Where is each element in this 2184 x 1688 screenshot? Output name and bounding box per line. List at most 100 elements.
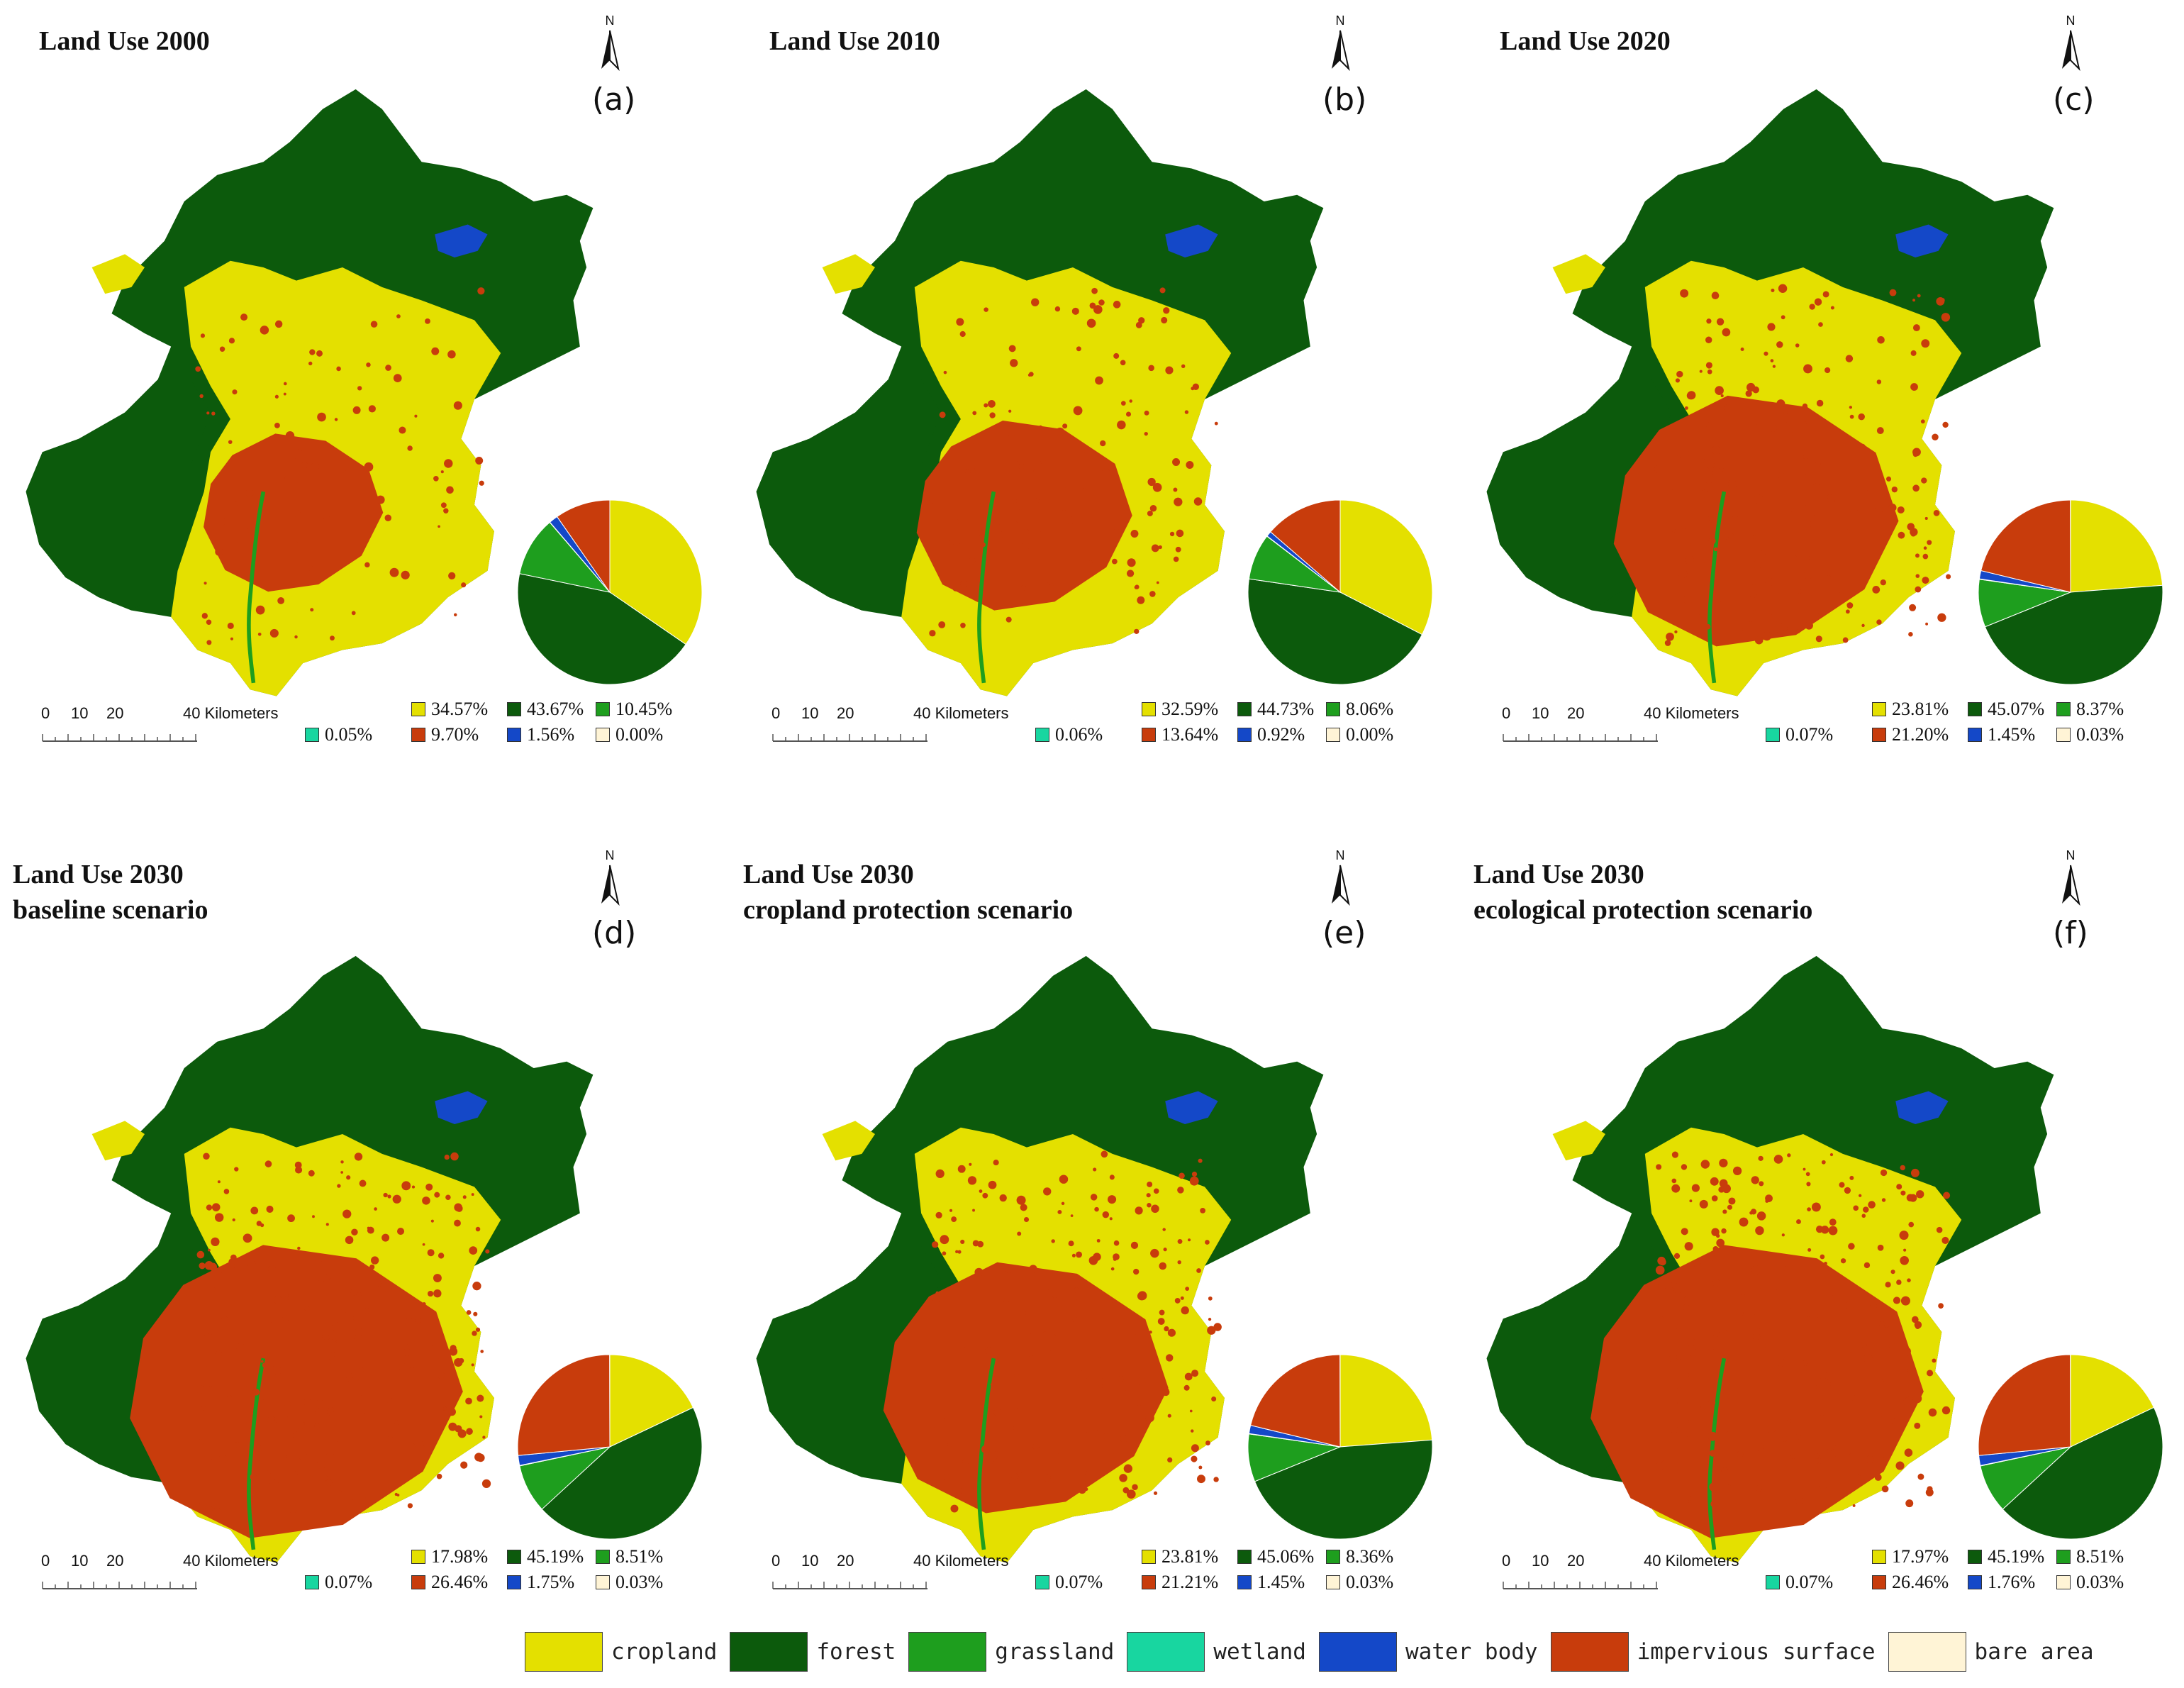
impervious-patch [1776, 399, 1785, 409]
pct-forest-value: 45.19% [527, 1546, 584, 1567]
impervious-patch [1777, 632, 1780, 635]
impervious-patch [1051, 1334, 1056, 1338]
pct-bare: 0.03% [2056, 1572, 2124, 1593]
impervious-patch [1867, 489, 1871, 493]
impervious-patch [1678, 569, 1688, 579]
impervious-patch [1827, 1382, 1832, 1387]
impervious-patch [1824, 1262, 1827, 1265]
impervious-patch [1211, 1396, 1217, 1402]
impervious-patch [1130, 530, 1139, 538]
impervious-patch [1025, 1385, 1032, 1393]
impervious-patch [1941, 1406, 1951, 1415]
impervious-patch [370, 1256, 379, 1265]
impervious-patch [1711, 445, 1721, 455]
impervious-patch [962, 1458, 969, 1465]
impervious-patch [1719, 1179, 1728, 1188]
impervious-patch [1831, 1294, 1838, 1301]
impervious-patch [1728, 533, 1734, 539]
impervious-patch [422, 1301, 426, 1306]
impervious-patch [285, 1499, 290, 1504]
legend: cropland forest grassland wetland water body… [525, 1631, 2107, 1672]
scale-tick-20: 20 [1567, 704, 1585, 722]
impervious-patch [972, 438, 979, 445]
impervious-patch [392, 1194, 401, 1204]
legend-swatch [908, 1632, 987, 1672]
pct-water: 0.92% [1237, 724, 1305, 745]
impervious-patch [1109, 1217, 1113, 1221]
impervious-patch [1807, 1248, 1812, 1252]
impervious-patch [1040, 530, 1049, 539]
impervious-patch [1132, 1332, 1136, 1336]
impervious-patch [247, 1260, 256, 1270]
swatch-bare [2056, 728, 2071, 742]
impervious-patch [935, 1169, 945, 1179]
impervious-patch [1101, 1374, 1105, 1379]
impervious-patch [960, 1239, 965, 1245]
impervious-patch [956, 318, 964, 326]
impervious-patch [1051, 1239, 1055, 1243]
impervious-patch [1159, 287, 1166, 294]
impervious-patch [1065, 487, 1069, 490]
impervious-patch [1120, 360, 1126, 366]
swatch-forest [1968, 1550, 1982, 1564]
impervious-patch [1184, 1372, 1193, 1381]
impervious-patch [1777, 1365, 1783, 1371]
impervious-patch [1880, 488, 1888, 496]
pct-bare-value: 0.00% [1346, 724, 1394, 745]
panel-subtitle: baseline scenario [13, 895, 208, 925]
impervious-patch [399, 1362, 406, 1371]
impervious-patch [1815, 461, 1821, 467]
impervious-patch [351, 1228, 358, 1236]
impervious-patch [1196, 1268, 1201, 1273]
impervious-patch [340, 1160, 344, 1164]
impervious-patch [1778, 475, 1787, 484]
pct-grassland: 8.37% [2056, 699, 2124, 720]
pie-slice-cropland [2070, 1354, 2155, 1448]
impervious-patch [201, 1406, 206, 1411]
swatch-forest [1968, 702, 1982, 716]
impervious-patch [364, 1408, 370, 1414]
impervious-patch [196, 1385, 205, 1394]
pie-chart [1247, 1354, 1433, 1540]
impervious-patch [1839, 1182, 1845, 1188]
impervious-patch [1708, 420, 1713, 425]
impervious-patch [1191, 1171, 1198, 1177]
impervious-patch [1943, 1192, 1951, 1199]
impervious-patch [1908, 632, 1913, 637]
pie-slice-cropland [609, 499, 703, 645]
pie-chart [1247, 499, 1433, 685]
impervious-patch [1156, 581, 1159, 584]
impervious-patch [1732, 562, 1736, 565]
impervious-patch [1859, 1194, 1862, 1197]
pct-wetland: 0.07% [1766, 1572, 1833, 1593]
impervious-patch [1832, 448, 1834, 451]
impervious-patch [268, 1477, 275, 1484]
panel-letter: (f) [2053, 915, 2088, 951]
impervious-patch [1805, 555, 1810, 560]
impervious-patch [1200, 1207, 1206, 1214]
impervious-patch [1803, 454, 1809, 460]
impervious-patch [262, 1362, 268, 1368]
impervious-patch [1113, 528, 1120, 535]
impervious-patch [1721, 1467, 1728, 1475]
impervious-patch [1845, 1301, 1854, 1309]
swatch-grassland [596, 702, 610, 716]
impervious-patch [1782, 626, 1788, 631]
impervious-patch [1802, 1360, 1808, 1366]
impervious-patch [444, 459, 453, 468]
panel-title: Land Use 2030 [743, 860, 914, 889]
impervious-patch [1778, 284, 1788, 293]
impervious-patch [1708, 537, 1716, 545]
impervious-patch [1149, 504, 1157, 512]
impervious-patch [252, 1500, 258, 1506]
impervious-patch [1101, 468, 1110, 477]
impervious-patch [450, 1345, 457, 1352]
impervious-patch [1684, 406, 1688, 410]
impervious-patch [1683, 1296, 1688, 1301]
scale-tick-40: 40 Kilometers [1644, 1552, 1739, 1570]
impervious-patch [1208, 1296, 1213, 1301]
impervious-patch [199, 1262, 206, 1270]
impervious-patch [1014, 1407, 1018, 1411]
impervious-patch [1010, 359, 1018, 367]
impervious-patch [353, 1314, 360, 1321]
